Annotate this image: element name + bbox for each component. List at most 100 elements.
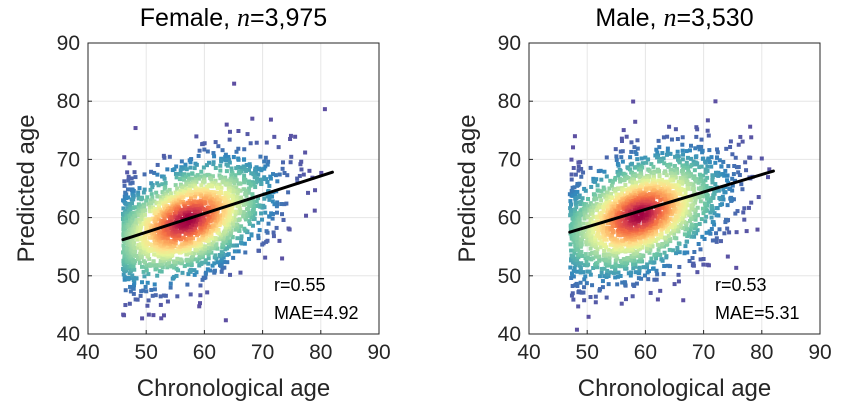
scatter-point	[670, 248, 675, 253]
scatter-point	[736, 170, 741, 175]
scatter-point	[616, 270, 621, 275]
scatter-point	[602, 204, 607, 209]
scatter-point	[229, 173, 234, 178]
scatter-point	[690, 256, 695, 261]
scatter-point	[123, 288, 128, 293]
scatter-point	[703, 219, 708, 224]
scatter-point	[694, 125, 699, 130]
scatter-point	[700, 206, 705, 211]
scatter-point	[726, 164, 731, 169]
stat-r: r=0.53	[715, 275, 767, 295]
scatter-point	[624, 202, 629, 207]
scatter-point	[698, 199, 703, 204]
scatter-point	[647, 183, 652, 188]
scatter-point	[232, 181, 237, 186]
scatter-point	[236, 249, 241, 254]
scatter-point	[597, 258, 602, 263]
scatter-point	[139, 217, 144, 222]
scatter-point	[669, 223, 674, 228]
scatter-point	[634, 180, 639, 185]
scatter-point	[209, 241, 214, 246]
scatter-point	[709, 227, 714, 232]
scatter-point	[234, 185, 239, 190]
scatter-point	[138, 221, 143, 226]
scatter-point	[713, 182, 718, 187]
scatter-point	[197, 217, 202, 222]
scatter-point	[706, 133, 711, 138]
scatter-point	[174, 175, 179, 180]
scatter-point	[122, 179, 127, 184]
y-tick-label: 40	[57, 323, 80, 346]
scatter-point	[194, 162, 199, 167]
scatter-point	[573, 172, 578, 177]
scatter-point	[700, 156, 705, 161]
scatter-point	[138, 225, 143, 230]
scatter-point	[199, 194, 204, 199]
scatter-point	[655, 272, 660, 277]
chart-title-prefix: Female,	[140, 4, 237, 32]
scatter-point	[165, 236, 170, 241]
scatter-point	[734, 265, 739, 270]
scatter-point	[193, 257, 198, 262]
scatter-point	[205, 246, 210, 251]
scatter-point	[303, 150, 308, 155]
scatter-point	[708, 210, 713, 215]
scatter-point	[574, 196, 579, 201]
scatter-point	[631, 217, 636, 222]
scatter-point	[301, 172, 306, 177]
scatter-point	[198, 293, 203, 298]
scatter-point	[659, 221, 664, 226]
scatter-point	[145, 195, 150, 200]
scatter-point	[145, 231, 150, 236]
scatter-point	[197, 148, 202, 153]
scatter-point	[234, 149, 239, 154]
scatter-point	[657, 145, 662, 150]
scatter-point	[152, 263, 157, 268]
scatter-point	[593, 243, 598, 248]
scatter-point	[639, 276, 644, 281]
scatter-point	[623, 235, 628, 240]
scatter-point	[263, 155, 268, 160]
scatter-point	[575, 235, 580, 240]
scatter-point	[134, 276, 139, 281]
scatter-point	[577, 215, 582, 220]
scatter-point	[135, 218, 140, 223]
x-tick-label: 40	[517, 341, 540, 364]
scatter-point	[636, 259, 641, 264]
scatter-point	[143, 237, 148, 242]
scatter-point	[213, 140, 218, 145]
scatter-point	[661, 135, 666, 140]
scatter-point	[593, 294, 598, 299]
scatter-point	[275, 179, 280, 184]
scatter-point	[134, 220, 139, 225]
scatter-point	[237, 195, 242, 200]
scatter-point	[163, 234, 168, 239]
scatter-point	[721, 197, 726, 202]
scatter-point	[127, 276, 132, 281]
scatter-point	[660, 151, 665, 156]
scatter-point	[595, 208, 600, 213]
scatter-point	[230, 243, 235, 248]
scatter-point	[661, 272, 666, 277]
scatter-point	[569, 177, 574, 182]
scatter-point	[686, 168, 691, 173]
scatter-point	[623, 248, 628, 253]
scatter-point	[220, 242, 225, 247]
scatter-point	[618, 258, 623, 263]
scatter-point	[257, 203, 262, 208]
scatter-point	[596, 225, 601, 230]
scatter-point	[146, 220, 151, 225]
scatter-point	[651, 266, 656, 271]
scatter-point	[164, 192, 169, 197]
scatter-point	[655, 155, 660, 160]
scatter-point	[577, 263, 582, 268]
scatter-point	[248, 183, 253, 188]
scatter-point	[637, 252, 642, 257]
scatter-point	[210, 205, 215, 210]
scatter-point	[619, 136, 624, 141]
scatter-point	[133, 258, 138, 263]
scatter-point	[123, 303, 128, 308]
scatter-point	[227, 137, 232, 142]
scatter-point	[177, 232, 182, 237]
scatter-point	[647, 229, 652, 234]
